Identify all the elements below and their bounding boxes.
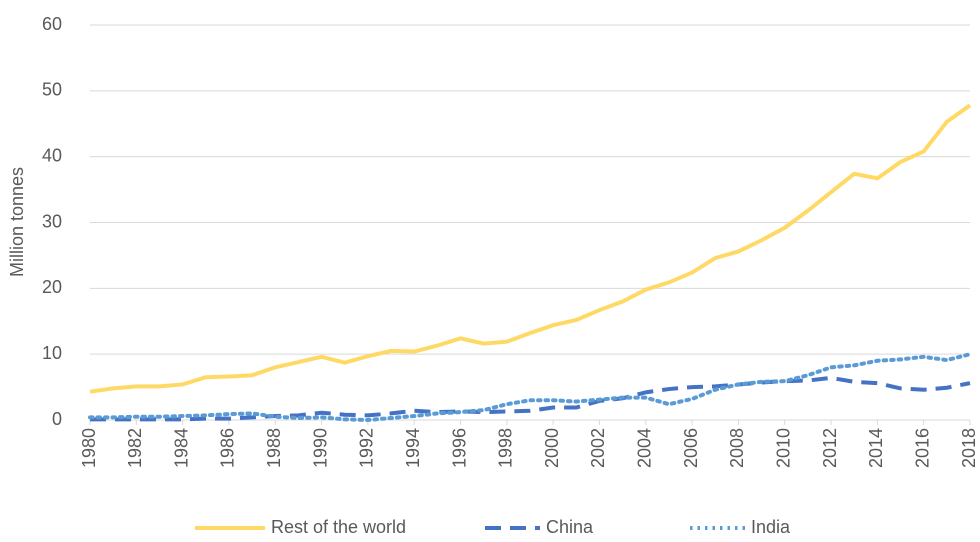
x-tick-label: 1998: [496, 428, 516, 468]
series-line: [88, 352, 972, 423]
legend-label: Rest of the world: [271, 517, 406, 537]
x-tick-label: 2000: [542, 428, 562, 468]
x-tick-label: 1982: [125, 428, 145, 468]
x-tick-label: 2018: [959, 428, 979, 468]
x-tick-label: 1994: [403, 428, 423, 468]
y-axis-label: Million tonnes: [7, 167, 27, 277]
x-tick-label: 2004: [635, 428, 655, 468]
x-tick-label: 2016: [912, 428, 932, 468]
x-tick-label: 1990: [310, 428, 330, 468]
x-tick-label: 2010: [773, 428, 793, 468]
x-tick-label: 1984: [171, 428, 191, 468]
y-tick-label: 60: [42, 14, 62, 34]
series-line: [89, 103, 972, 394]
y-tick-label: 40: [42, 145, 62, 165]
x-tick-label: 2012: [820, 428, 840, 468]
x-tick-label: 1992: [357, 428, 377, 468]
x-tick-label: 2014: [866, 428, 886, 468]
legend-label: India: [751, 517, 791, 537]
y-tick-label: 50: [42, 80, 62, 100]
legend-label: China: [546, 517, 594, 537]
x-tick-label: 1996: [449, 428, 469, 468]
x-tick-label: 1980: [79, 428, 99, 468]
x-tick-label: 1988: [264, 428, 284, 468]
y-tick-label: 30: [42, 211, 62, 231]
y-tick-label: 0: [52, 409, 62, 429]
y-tick-label: 10: [42, 343, 62, 363]
x-tick-label: 2008: [727, 428, 747, 468]
x-tick-label: 1986: [218, 428, 238, 468]
y-tick-label: 20: [42, 277, 62, 297]
x-tick-label: 2006: [681, 428, 701, 468]
series-line: [90, 375, 971, 422]
x-tick-label: 2002: [588, 428, 608, 468]
